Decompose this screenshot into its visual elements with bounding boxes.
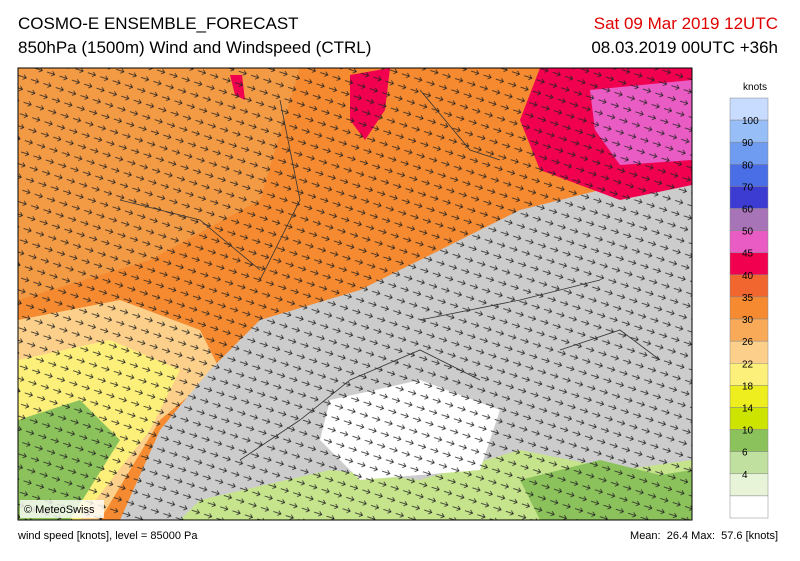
legend-label: 6 (742, 448, 748, 459)
legend-label: 80 (742, 160, 754, 171)
run-time: 08.03.2019 00UTC +36h (591, 38, 778, 57)
legend-swatch (729, 495, 769, 519)
legend-label: 18 (742, 381, 754, 392)
legend-label: 35 (742, 293, 754, 304)
legend-label: 70 (742, 182, 754, 193)
legend-label: 4 (742, 470, 748, 481)
legend-swatch (729, 451, 769, 475)
legend-label: 40 (742, 271, 754, 282)
borders (119, 89, 661, 461)
legend-label: 14 (742, 403, 754, 414)
legend-label: 10 (742, 426, 754, 437)
map (18, 68, 692, 520)
credit-bg (20, 500, 104, 518)
legend-label: 45 (742, 249, 754, 260)
footer-left: wind speed [knots], level = 85000 Pa (18, 530, 198, 542)
legend-swatch (729, 473, 769, 497)
legend-label: 90 (742, 138, 754, 149)
footer-right: Mean: 26.4 Max: 57.6 [knots] (630, 530, 778, 542)
legend-label: 100 (742, 116, 759, 127)
subtitle: 850hPa (1500m) Wind and Windspeed (CTRL) (18, 38, 372, 57)
wind-arrows (18, 68, 692, 520)
title: COSMO-E ENSEMBLE_FORECAST (18, 14, 299, 33)
valid-time: Sat 09 Mar 2019 12UTC (593, 14, 778, 33)
legend-label: 30 (742, 315, 754, 326)
legend-label: 22 (742, 359, 754, 370)
map-frame (17, 67, 693, 521)
credit: © MeteoSwiss (24, 504, 95, 516)
legend-label: 60 (742, 205, 754, 216)
legend-label: 26 (742, 337, 754, 348)
legend: 100 90 80 70 60 50 45 40 35 30 26 22 18 14 10 6 4 (729, 97, 769, 519)
legend-unit: knots (743, 82, 767, 93)
legend-label: 50 (742, 227, 754, 238)
